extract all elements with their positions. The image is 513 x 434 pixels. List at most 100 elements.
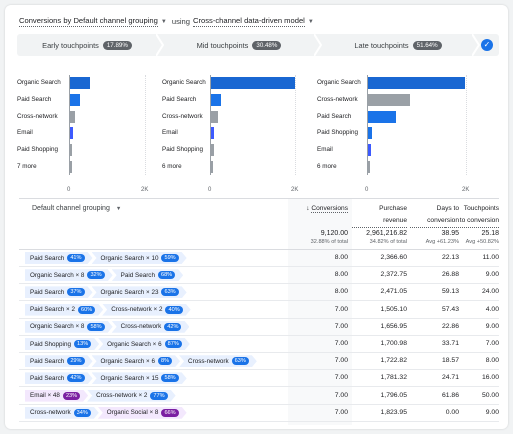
table-cell: 7.00 bbox=[334, 408, 348, 416]
dimension-selector[interactable]: Conversions by Default channel grouping bbox=[19, 16, 158, 27]
path-step[interactable]: Organic Search × 6 87% bbox=[98, 338, 190, 350]
model-selector[interactable]: Cross-channel data-driven model bbox=[193, 16, 305, 27]
chart-bar[interactable] bbox=[70, 93, 80, 106]
tab-early-touchpoints[interactable]: Early touchpoints 17.89% bbox=[17, 34, 157, 56]
dimension-header-dropdown-icon[interactable]: ▼ bbox=[115, 206, 122, 212]
tab-late-touchpoints[interactable]: Late touchpoints 51.64% bbox=[323, 34, 473, 56]
path-step-label: Organic Search × 15 bbox=[100, 374, 159, 382]
table-cell: 7.00 bbox=[334, 322, 348, 330]
conversion-path: Paid Search 29% Organic Search × 6 8% Cross-… bbox=[25, 355, 256, 367]
chart-bar[interactable] bbox=[70, 161, 72, 173]
path-step[interactable]: Email × 48 23% bbox=[25, 390, 88, 402]
table-cell: 1,722.82 bbox=[380, 357, 407, 365]
chart-category-label: Organic Search bbox=[317, 79, 361, 86]
table-cell: 24.00 bbox=[481, 288, 499, 296]
path-step-label: Cross-network × 2 bbox=[111, 306, 163, 314]
table-row[interactable]: Paid Search × 2 60% Cross-network × 2 40% 7.… bbox=[19, 302, 499, 319]
table-row[interactable]: Organic Search × 8 32% Paid Search 68% 8.00 2… bbox=[19, 267, 499, 285]
path-step[interactable]: Paid Search 68% bbox=[112, 269, 184, 281]
chart-bar[interactable] bbox=[211, 161, 214, 173]
chart-bar[interactable] bbox=[211, 127, 215, 140]
path-step[interactable]: Paid Search 42% bbox=[25, 372, 93, 384]
table-cell: 9.00 bbox=[485, 408, 499, 416]
path-step-label: Paid Search bbox=[30, 254, 65, 262]
table-row[interactable]: Email × 48 23% Cross-network × 2 77% 7.00 1,7… bbox=[19, 388, 499, 405]
checkmark-icon[interactable]: ✓ bbox=[481, 39, 493, 51]
chart-bar[interactable] bbox=[368, 77, 466, 89]
table-cell: 8.00 bbox=[334, 271, 348, 279]
path-step-percent-badge: 13% bbox=[74, 340, 91, 348]
path-step[interactable]: Paid Search 37% bbox=[25, 286, 93, 298]
path-step-label: Cross-network × 2 bbox=[96, 392, 148, 400]
column-header-purchase-revenue[interactable]: Purchase revenue bbox=[352, 203, 407, 228]
chart-category-label: Email bbox=[317, 146, 333, 154]
chart-category-label: Cross-network bbox=[17, 112, 58, 120]
conversion-path: Paid Search × 2 60% Cross-network × 2 40% bbox=[25, 304, 190, 316]
y-axis-line bbox=[69, 75, 70, 175]
table-cell: 50.00 bbox=[481, 391, 499, 399]
path-step[interactable]: Cross-network × 2 40% bbox=[102, 304, 190, 316]
path-step[interactable]: Organic Search × 10 59% bbox=[92, 252, 187, 264]
table-row[interactable]: Paid Shopping 13% Organic Search × 6 87% 7.0… bbox=[19, 336, 499, 353]
table-cell: 7.00 bbox=[334, 391, 348, 399]
conversion-path: Paid Search 41% Organic Search × 10 59% bbox=[25, 252, 186, 264]
path-step[interactable]: Organic Social × 8 66% bbox=[98, 407, 187, 419]
chart-category-label: Email bbox=[162, 129, 178, 137]
table-row[interactable]: Organic Search × 8 58% Cross-network 42% 7.0… bbox=[19, 319, 499, 336]
column-header-label: Purchase bbox=[379, 205, 407, 212]
chart-bar[interactable] bbox=[70, 110, 75, 123]
chart-bar[interactable] bbox=[211, 93, 221, 106]
path-step[interactable]: Cross-network × 2 77% bbox=[87, 390, 175, 402]
path-step[interactable]: Cross-network 42% bbox=[112, 321, 190, 333]
title-bar: Conversions by Default channel grouping … bbox=[19, 16, 317, 27]
model-dropdown-icon[interactable]: ▼ bbox=[307, 18, 314, 25]
conversion-path: Paid Search 37% Organic Search × 23 63% bbox=[25, 286, 186, 298]
path-step[interactable]: Organic Search × 6 8% bbox=[92, 355, 181, 367]
path-step[interactable]: Cross-network 34% bbox=[25, 407, 99, 419]
chart-bar[interactable] bbox=[70, 127, 74, 140]
chart-bar[interactable] bbox=[368, 93, 411, 106]
path-step[interactable]: Organic Search × 8 32% bbox=[25, 269, 113, 281]
path-step[interactable]: Cross-network 63% bbox=[179, 355, 257, 367]
path-step[interactable]: Paid Search × 2 60% bbox=[25, 304, 103, 316]
chart-bar[interactable] bbox=[368, 161, 370, 173]
chart-bar[interactable] bbox=[368, 127, 372, 140]
table-cell: 9.00 bbox=[485, 322, 499, 330]
table-cell: 8.00 bbox=[485, 357, 499, 365]
column-header-days-to-conversion[interactable]: Days to conversion bbox=[410, 203, 459, 228]
chart-bar[interactable] bbox=[368, 110, 397, 123]
path-step[interactable]: Paid Shopping 13% bbox=[25, 338, 99, 350]
path-step-label: Organic Search × 8 bbox=[30, 323, 85, 331]
total-days-to-conversion: 38.95 Avg +61.23% bbox=[410, 230, 459, 245]
table-row[interactable]: Paid Search 37% Organic Search × 23 63% 8.00… bbox=[19, 284, 499, 302]
table-row[interactable]: Paid Search 29% Organic Search × 6 8% Cross-… bbox=[19, 353, 499, 371]
path-step[interactable]: Paid Search 41% bbox=[25, 252, 93, 264]
column-header-conversions[interactable]: ↓ Conversions bbox=[288, 203, 348, 215]
path-step[interactable]: Organic Search × 8 58% bbox=[25, 321, 113, 333]
tab-mid-touchpoints[interactable]: Mid touchpoints 30.48% bbox=[165, 34, 313, 56]
path-step[interactable]: Paid Search 29% bbox=[25, 355, 93, 367]
dimension-header[interactable]: Default channel grouping ▼ bbox=[32, 205, 121, 212]
touchpoint-label: Early touchpoints bbox=[42, 40, 99, 50]
touchpoint-percent-badge: 17.89% bbox=[102, 40, 132, 50]
dimension-dropdown-icon[interactable]: ▼ bbox=[160, 18, 167, 25]
table-cell: 7.00 bbox=[485, 340, 499, 347]
chart-bar[interactable] bbox=[70, 144, 72, 157]
chart-category-label: Paid Shopping bbox=[162, 146, 203, 154]
table-row[interactable]: Paid Search 42% Organic Search × 15 58% 7.00… bbox=[19, 370, 499, 388]
chart-bar[interactable] bbox=[211, 144, 214, 157]
chart-category-label: Cross-network bbox=[162, 112, 203, 120]
chart-bar[interactable] bbox=[70, 77, 90, 89]
chart-bar[interactable] bbox=[211, 77, 295, 89]
chart-bar[interactable] bbox=[368, 144, 371, 157]
table-cell: 2,471.05 bbox=[380, 288, 407, 296]
table-row[interactable]: Cross-network 34% Organic Social × 8 66% 7.0… bbox=[19, 405, 499, 422]
path-step-percent-badge: 41% bbox=[67, 254, 84, 262]
table-cell: 11.00 bbox=[482, 254, 499, 261]
table-row[interactable]: Paid Search 41% Organic Search × 10 59% 8.00… bbox=[19, 250, 499, 267]
conversion-path: Paid Shopping 13% Organic Search × 6 87% bbox=[25, 338, 189, 350]
chart-bar[interactable] bbox=[211, 110, 218, 123]
column-header-touchpoints[interactable]: Touchpoints to conversion bbox=[445, 203, 499, 228]
path-step[interactable]: Organic Search × 15 58% bbox=[92, 372, 187, 384]
path-step[interactable]: Organic Search × 23 63% bbox=[92, 286, 187, 298]
